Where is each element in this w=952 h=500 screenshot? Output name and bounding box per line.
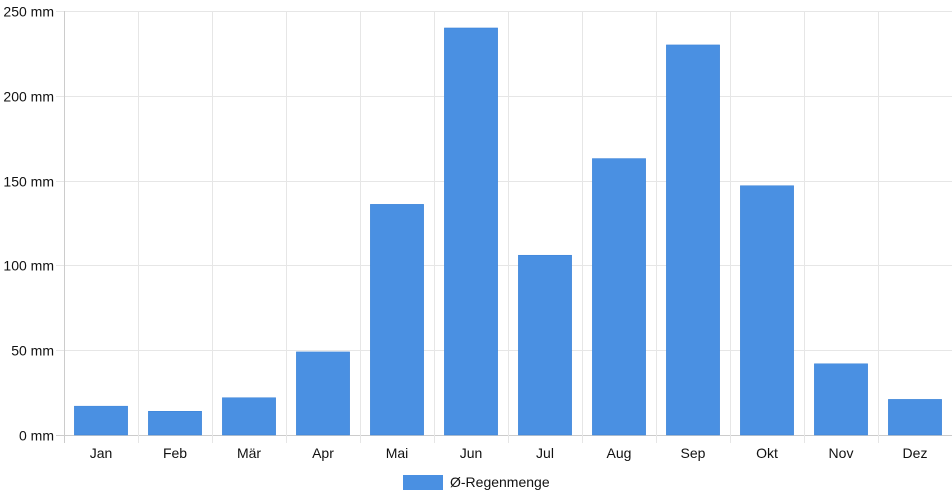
x-tick-label: Mai xyxy=(386,445,409,461)
x-tick-label: Jul xyxy=(536,445,554,461)
bar-feb xyxy=(148,411,202,436)
bar-mai xyxy=(370,204,424,436)
bar-mär xyxy=(222,397,276,436)
bar-dez xyxy=(888,399,942,436)
y-tick-label: 250 mm xyxy=(3,4,54,20)
bar-apr xyxy=(296,351,350,436)
bar-jan xyxy=(74,405,128,436)
bars xyxy=(74,27,942,436)
bar-aug xyxy=(592,158,646,436)
x-tick-label: Jun xyxy=(460,445,483,461)
y-tick-label: 200 mm xyxy=(3,89,54,105)
x-tick-label: Apr xyxy=(312,445,334,461)
x-tick-label: Nov xyxy=(829,445,854,461)
bar-okt xyxy=(740,185,794,436)
bar-nov xyxy=(814,363,868,436)
bar-jun xyxy=(444,27,498,436)
y-tick-label: 0 mm xyxy=(19,428,54,444)
legend-label: Ø-Regenmenge xyxy=(450,474,550,490)
x-tick-label: Jan xyxy=(90,445,113,461)
grid xyxy=(56,11,952,443)
y-tick-label: 100 mm xyxy=(3,258,54,274)
x-tick-label: Sep xyxy=(681,445,706,461)
x-tick-label: Mär xyxy=(237,445,261,461)
y-tick-label: 150 mm xyxy=(3,174,54,190)
y-tick-label: 50 mm xyxy=(11,343,54,359)
bar-sep xyxy=(666,44,720,436)
x-tick-label: Dez xyxy=(903,445,928,461)
axes: 0 mm 50 mm 100 mm 150 mm 200 mm 250 mm Jan Feb M… xyxy=(3,4,927,462)
legend: Ø-Regenmenge xyxy=(403,474,550,490)
x-tick-label: Feb xyxy=(163,445,187,461)
legend-swatch xyxy=(403,475,443,490)
x-tick-label: Aug xyxy=(607,445,632,461)
x-tick-label: Okt xyxy=(756,445,778,461)
bar-jul xyxy=(518,254,572,436)
